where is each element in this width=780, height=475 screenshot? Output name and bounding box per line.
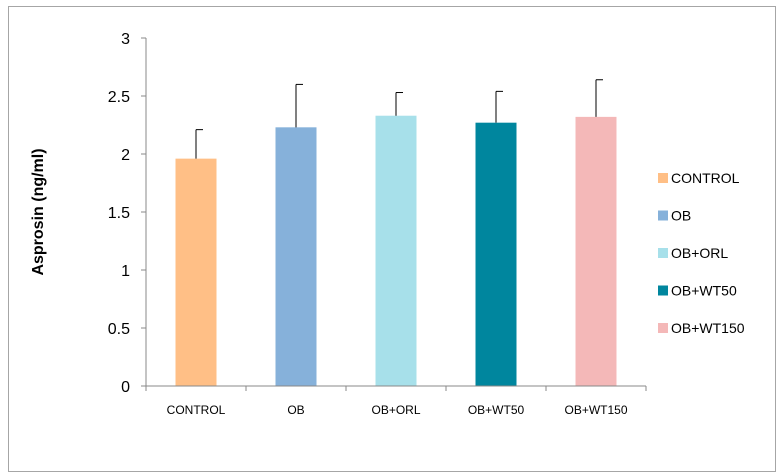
y-tick-label: 1 bbox=[121, 263, 130, 280]
legend-label: CONTROL bbox=[671, 170, 740, 186]
y-tick-label: 0.5 bbox=[108, 321, 130, 338]
bars bbox=[175, 115, 617, 387]
y-tick-label: 2.5 bbox=[108, 89, 130, 106]
error-bars bbox=[195, 79, 603, 159]
bar-ob-wt50 bbox=[475, 122, 517, 387]
bar-ob-orl bbox=[375, 115, 417, 386]
x-tick-label: OB+ORL bbox=[371, 403, 420, 417]
legend: CONTROL OB OB+ORL OB+WT50 OB+WT150 bbox=[658, 170, 745, 336]
y-tick-label: 0 bbox=[121, 379, 130, 396]
y-tick-label: 2 bbox=[121, 147, 130, 164]
x-tick-label: OB bbox=[287, 403, 304, 417]
x-tick-label: OB+WT150 bbox=[564, 403, 627, 417]
bar-ob bbox=[275, 127, 317, 386]
legend-label: OB+WT50 bbox=[671, 283, 737, 299]
legend-label: OB+ORL bbox=[671, 245, 728, 261]
legend-swatch bbox=[658, 173, 668, 183]
y-axis-ticks: 0 0.5 1 1.5 2 2.5 3 bbox=[108, 31, 146, 396]
x-axis-category-labels: CONTROL OB OB+ORL OB+WT50 OB+WT150 bbox=[167, 403, 628, 417]
x-tick-label: OB+WT50 bbox=[468, 403, 525, 417]
legend-label: OB+WT150 bbox=[671, 320, 745, 336]
legend-swatch bbox=[658, 323, 668, 333]
bar-control bbox=[175, 158, 217, 386]
y-tick-label: 1.5 bbox=[108, 205, 130, 222]
y-axis-title: Asprosin (ng/ml) bbox=[30, 148, 47, 275]
bar-ob-wt150 bbox=[575, 116, 617, 386]
legend-label: OB bbox=[671, 208, 691, 224]
legend-swatch bbox=[658, 285, 668, 296]
legend-swatch bbox=[658, 210, 668, 221]
legend-swatch bbox=[658, 248, 668, 258]
x-tick-label: CONTROL bbox=[167, 403, 226, 417]
axes bbox=[145, 38, 647, 391]
y-tick-label: 3 bbox=[121, 31, 130, 48]
